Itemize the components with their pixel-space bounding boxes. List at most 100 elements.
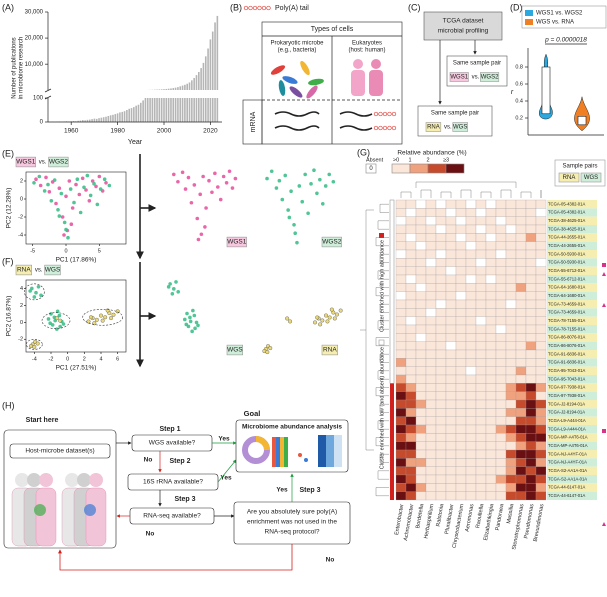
heatmap-cell bbox=[505, 458, 517, 467]
heatmap-cell bbox=[485, 283, 497, 292]
heatmap-cell bbox=[405, 391, 417, 401]
bar bbox=[137, 104, 140, 122]
heatmap-cell bbox=[455, 366, 467, 376]
label: TCGA-44-6147-01A bbox=[548, 485, 585, 490]
point bbox=[68, 187, 73, 191]
heatmap-cell bbox=[525, 308, 537, 317]
bar bbox=[116, 113, 119, 122]
label: Cluster enriched with low (and absent) a… bbox=[379, 347, 385, 469]
heatmap-cell bbox=[415, 408, 427, 417]
heatmap-cell bbox=[525, 249, 537, 259]
box bbox=[9, 443, 111, 459]
heatmap-cell bbox=[395, 349, 407, 359]
heatmap-cell bbox=[525, 474, 537, 484]
heatmap-cell bbox=[535, 408, 547, 417]
heatmap-cell bbox=[395, 249, 407, 259]
heatmap-cell bbox=[465, 449, 477, 459]
heatmap-cell bbox=[465, 308, 477, 317]
bar bbox=[204, 98, 207, 122]
heatmap-cell bbox=[455, 241, 467, 251]
heatmap-cell bbox=[515, 266, 527, 276]
point bbox=[49, 199, 54, 203]
heatmap-cell bbox=[525, 258, 537, 267]
heatmap-cell bbox=[505, 391, 517, 401]
heatmap-cell bbox=[465, 433, 477, 442]
heatmap-cell bbox=[405, 441, 417, 451]
heatmap-cell bbox=[535, 208, 547, 217]
bar bbox=[179, 98, 182, 122]
point bbox=[170, 291, 175, 296]
point bbox=[37, 174, 42, 179]
point bbox=[193, 326, 197, 331]
bar bbox=[216, 15, 219, 91]
heatmap-cell bbox=[515, 316, 527, 326]
heatmap-cell bbox=[415, 491, 427, 501]
heatmap-cell bbox=[425, 449, 437, 459]
label: TCGA-78-7155-01A bbox=[548, 318, 585, 323]
bar bbox=[133, 107, 135, 122]
point bbox=[87, 199, 92, 203]
box bbox=[577, 116, 587, 126]
heatmap-cell bbox=[485, 433, 497, 442]
colorbar-swatch bbox=[391, 163, 411, 174]
heatmap-cell bbox=[505, 258, 517, 267]
heatmap-cell bbox=[505, 299, 517, 309]
heatmap-cell bbox=[535, 216, 547, 226]
label: 1 bbox=[408, 157, 411, 163]
heatmap-cell bbox=[495, 266, 507, 276]
y-axis-label: PC2 (12.28%) bbox=[6, 188, 13, 229]
heatmap-cell bbox=[485, 383, 497, 392]
label: Enterobacter bbox=[394, 503, 405, 535]
heatmap-cell bbox=[405, 374, 417, 384]
row-label-bg bbox=[547, 441, 597, 450]
heatmap-cell bbox=[465, 199, 477, 209]
heatmap-cell bbox=[515, 399, 527, 409]
polya-icon bbox=[382, 125, 388, 131]
point bbox=[295, 240, 299, 245]
dendrogram bbox=[360, 203, 389, 497]
polya-icon bbox=[373, 125, 379, 131]
heatmap-cell bbox=[525, 366, 537, 376]
heatmap-cell bbox=[515, 199, 527, 209]
heatmap-cell bbox=[505, 383, 517, 392]
heatmap-cell bbox=[495, 283, 507, 292]
heatmap-cell bbox=[525, 333, 537, 342]
heatmap-cell bbox=[515, 391, 527, 401]
bar bbox=[107, 116, 110, 122]
axis-break bbox=[44, 88, 52, 93]
point bbox=[221, 174, 226, 179]
heatmap-cell bbox=[495, 208, 507, 217]
heatmap-cell bbox=[475, 433, 487, 442]
bar bbox=[216, 98, 219, 122]
heatmap-cell bbox=[505, 358, 517, 367]
point bbox=[84, 188, 88, 192]
bar bbox=[174, 98, 177, 122]
heatmap-cell bbox=[405, 283, 417, 292]
y-tick-label: 0.8 bbox=[515, 64, 523, 70]
heatmap-cell bbox=[485, 341, 497, 351]
point bbox=[204, 206, 208, 210]
heatmap-cell bbox=[465, 474, 477, 484]
point bbox=[288, 319, 293, 324]
heatmap-cell bbox=[455, 449, 467, 459]
row-label-bg bbox=[547, 458, 597, 467]
tag-box bbox=[15, 156, 36, 168]
heatmap-cell bbox=[495, 291, 507, 301]
heatmap-cell bbox=[515, 458, 527, 467]
bar bbox=[181, 85, 184, 90]
heatmap-cell bbox=[535, 474, 547, 484]
heatmap-cell bbox=[425, 466, 437, 476]
point bbox=[190, 329, 194, 334]
x-axis-label: PC1 (17.86%) bbox=[56, 257, 97, 264]
bar bbox=[149, 98, 151, 122]
bar bbox=[70, 121, 72, 122]
point bbox=[46, 317, 51, 321]
heatmap-cell bbox=[495, 274, 507, 284]
heatmap-cell bbox=[535, 233, 547, 242]
heatmap-cell bbox=[455, 233, 467, 242]
point bbox=[184, 322, 189, 327]
heatmap-cell bbox=[515, 341, 527, 351]
heatmap-cell bbox=[395, 483, 407, 492]
heatmap-cell bbox=[455, 324, 467, 334]
point bbox=[64, 227, 68, 232]
